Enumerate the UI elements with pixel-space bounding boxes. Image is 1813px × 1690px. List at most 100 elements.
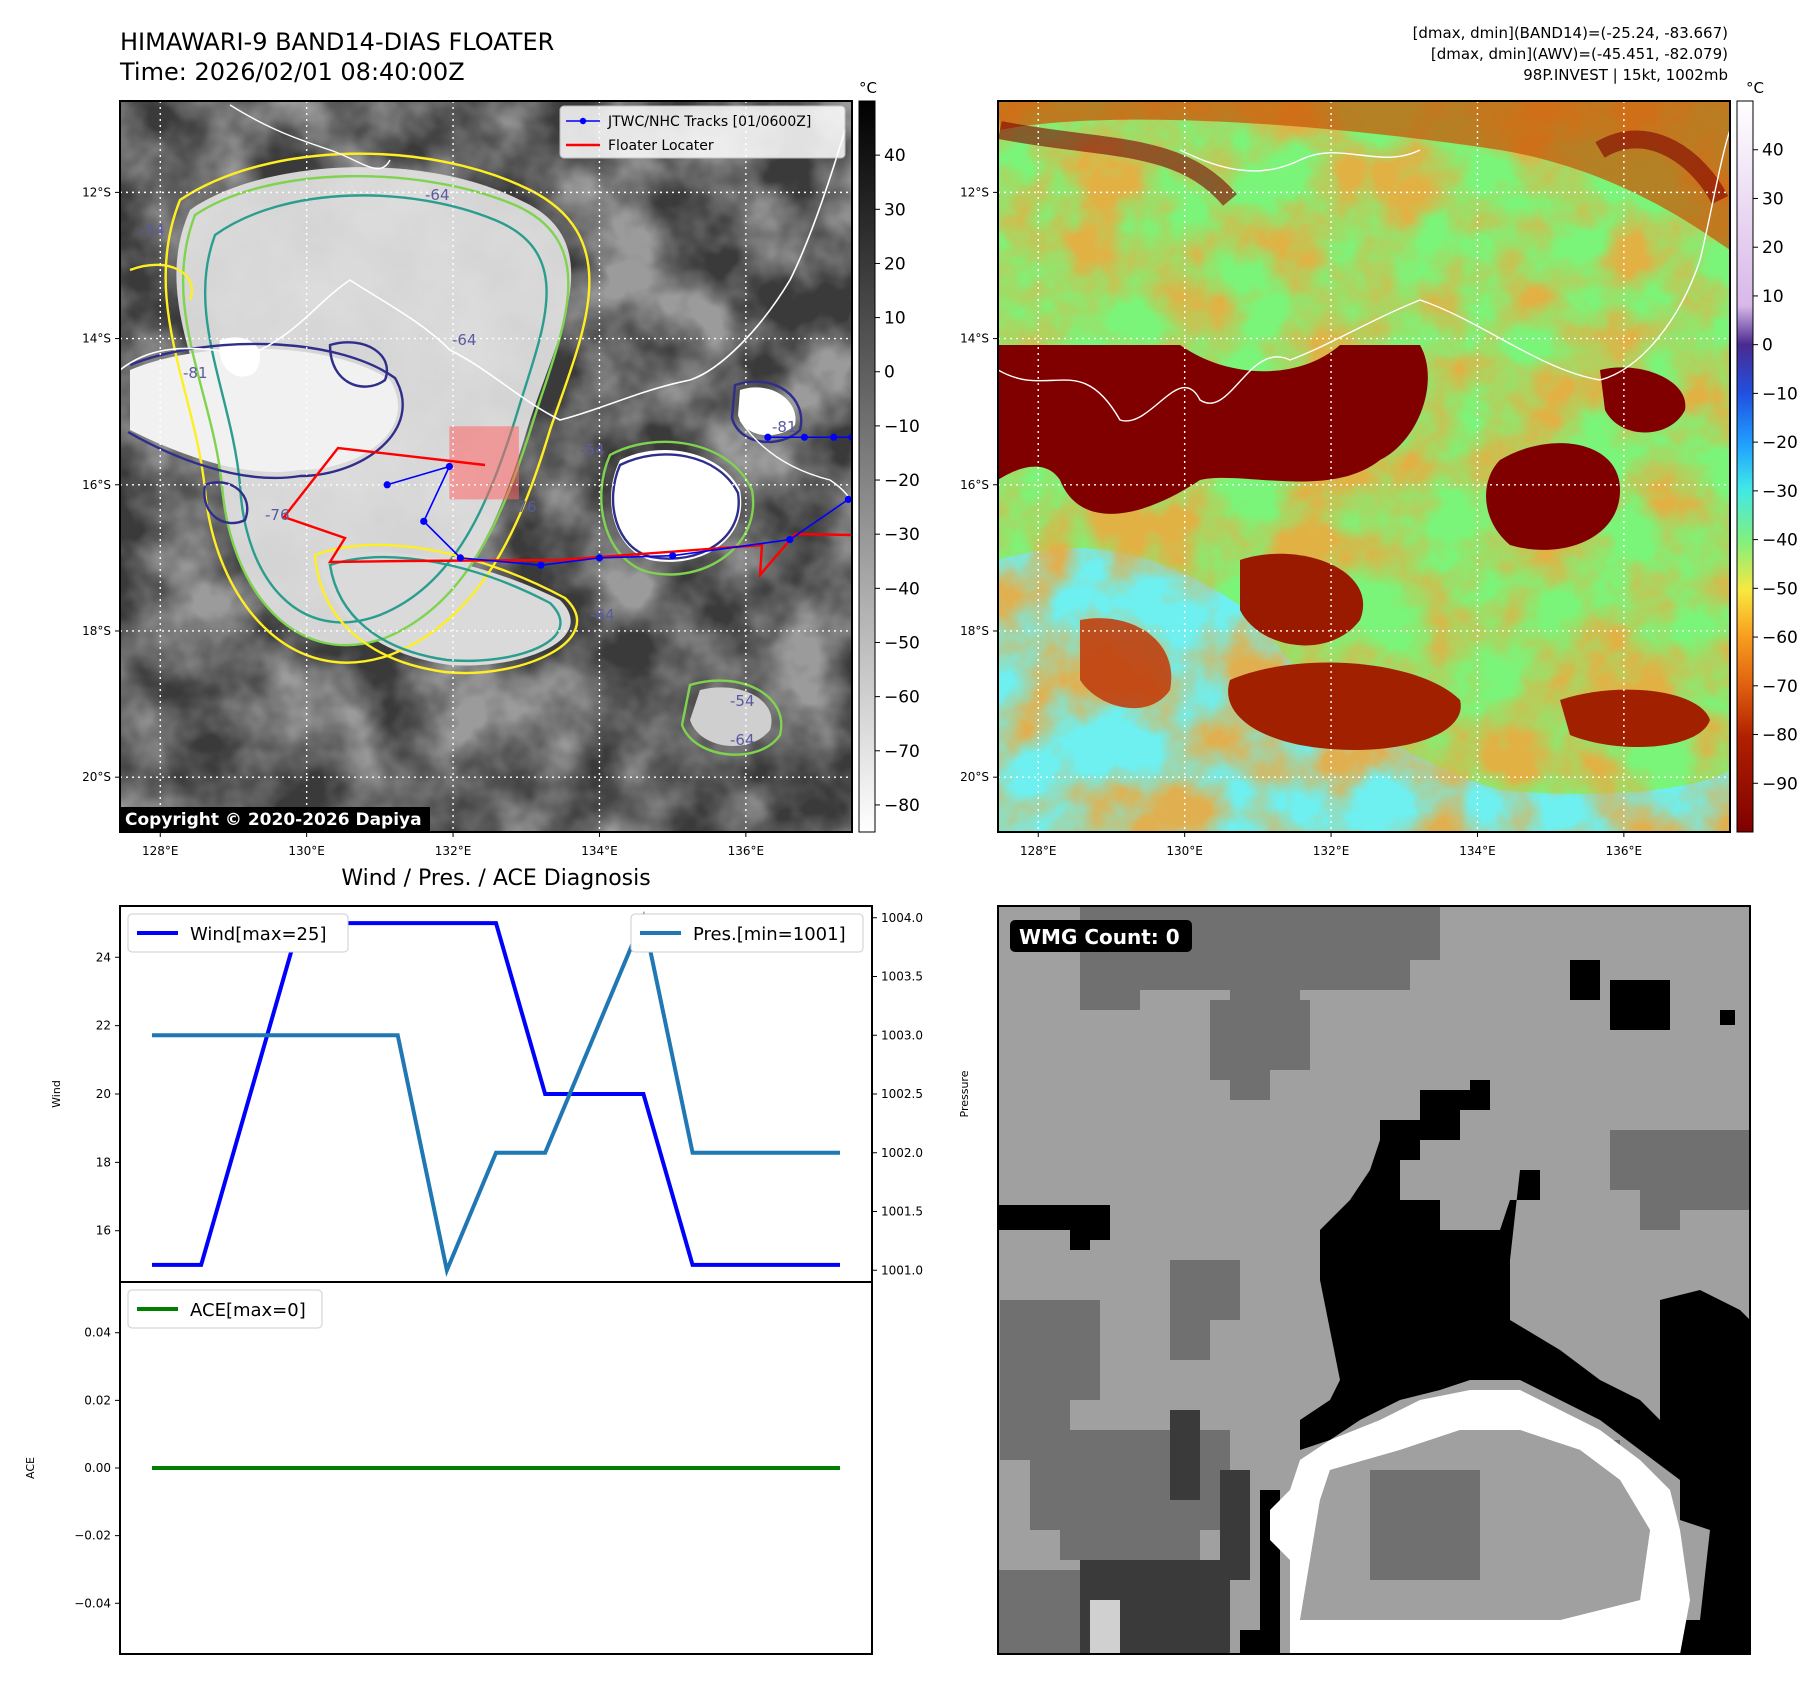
ir-lat-tick-label: 18°S <box>82 624 111 638</box>
awv-colorbar-tick-label: 30 <box>1762 189 1784 209</box>
wmg-count-label: WMG Count: 0 <box>1019 925 1180 949</box>
pressure-y-tick-label: 1002.0 <box>881 1146 923 1160</box>
pressure-legend: Pres.[min=1001] <box>630 913 864 953</box>
awv-colorbar-tick-label: −60 <box>1762 628 1798 648</box>
ir-map-panel: -64 -54 -81 -76 -64 -54 -64 -81 -64 -76 -54 JTWC/N… <box>82 100 853 858</box>
track-point <box>383 481 391 489</box>
contour-label: -64 <box>452 331 477 349</box>
ir-colorbar-unit: °C <box>859 79 877 97</box>
pressure-y-tick-label: 1004.0 <box>881 911 923 925</box>
awv-colorbar-unit: °C <box>1746 79 1764 97</box>
awv-colorbar-tick-label: −80 <box>1762 726 1798 746</box>
wmg-panel: WMG Count: 0 <box>997 905 1751 1655</box>
ace-chart: 0.04 0.02 0.00 −0.02 −0.04 ACE ACE[max=0] <box>24 1281 873 1655</box>
contour-label: -54 <box>140 221 165 239</box>
ir-lat-tick-label: 12°S <box>82 185 111 199</box>
diagnosis-title: Wind / Pres. / ACE Diagnosis <box>341 866 650 891</box>
awv-colorbar-tick-label: −50 <box>1762 579 1798 599</box>
ir-legend: JTWC/NHC Tracks [01/0600Z] Floater Locat… <box>559 105 846 159</box>
ace-y-tick-label: −0.04 <box>74 1596 111 1610</box>
info-storm-id: 98P.INVEST | 15kt, 1002mb <box>1523 66 1728 84</box>
ace-legend: ACE[max=0] <box>127 1289 323 1329</box>
ir-lat-tick-label: 14°S <box>82 332 111 346</box>
ace-y-tick-label: −0.02 <box>74 1529 111 1543</box>
awv-colorbar-tick-label: 0 <box>1762 336 1773 356</box>
ir-colorbar-tick-label: −50 <box>884 633 920 653</box>
figure-title: HIMAWARI-9 BAND14-DIAS FLOATER <box>120 28 554 56</box>
ir-lon-tick-label: 132°E <box>435 844 472 858</box>
awv-colorbar-tick-label: 10 <box>1762 287 1784 307</box>
wind-axis-label: Wind <box>50 1080 63 1108</box>
ir-colorbar-tick-label: 10 <box>884 309 906 329</box>
pressure-legend-label: Pres.[min=1001] <box>693 924 846 945</box>
wind-y-tick-label: 16 <box>96 1224 111 1238</box>
track-point <box>445 462 453 471</box>
awv-colorbar-tick-label: 40 <box>1762 141 1784 161</box>
awv-colorbar-tick-label: −70 <box>1762 677 1798 697</box>
contour-label: -81 <box>183 364 208 382</box>
awv-lat-tick-label: 12°S <box>960 185 989 199</box>
awv-lon-tick-label: 130°E <box>1166 844 1203 858</box>
awv-colorbar-tick-label: −40 <box>1762 531 1798 551</box>
ir-colorbar-tick-label: −40 <box>884 579 920 599</box>
pressure-y-tick-label: 1002.5 <box>881 1087 923 1101</box>
wind-legend: Wind[max=25] <box>127 913 349 953</box>
ir-lon-tick-label: 136°E <box>728 844 765 858</box>
ir-colorbar-tick-label: 40 <box>884 146 906 166</box>
legend-locater-label: Floater Locater <box>608 138 714 154</box>
ir-colorbar-tick-label: 20 <box>884 254 906 274</box>
track-point <box>786 536 794 544</box>
copyright-text: Copyright © 2020-2026 Dapiya <box>125 810 422 830</box>
awv-colorbar-tick-label: −90 <box>1762 774 1798 794</box>
ir-lon-tick-label: 130°E <box>288 844 325 858</box>
ir-lat-tick-label: 20°S <box>82 770 111 784</box>
floater-locater-line <box>282 446 852 579</box>
ir-colorbar-tick-label: −60 <box>884 688 920 708</box>
wind-y-tick-label: 22 <box>96 1019 111 1033</box>
ir-colorbar-tick-label: −20 <box>884 471 920 491</box>
ace-y-tick-label: 0.04 <box>84 1326 111 1340</box>
ir-lon-tick-label: 134°E <box>581 844 618 858</box>
contour-label: -76 <box>265 506 290 524</box>
wind-y-tick-label: 20 <box>96 1087 111 1101</box>
wind-y-tick-label: 24 <box>96 950 111 964</box>
ir-colorbar-tick-label: 30 <box>884 200 906 220</box>
contour-label: -64 <box>590 606 615 624</box>
awv-colorbar: °C 40 30 20 10 0 −10 −20 −30 −40 −50 −60 −70 −80 −90 <box>1736 79 1798 833</box>
contour-label: -64 <box>425 186 450 204</box>
awv-map-panel: 128°E 130°E 132°E 134°E 136°E 12°S 14°S 16°S 18°… <box>960 100 1731 858</box>
ir-colorbar-tick-label: −30 <box>884 525 920 545</box>
awv-colorbar-tick-label: −10 <box>1762 384 1798 404</box>
track-point <box>800 433 809 441</box>
contour-label: -64 <box>730 731 755 749</box>
wind-legend-label: Wind[max=25] <box>190 924 327 945</box>
contour-label: -54 <box>580 441 605 459</box>
track-point <box>420 517 428 525</box>
pressure-y-tick-label: 1001.5 <box>881 1205 923 1219</box>
contour-label: -81 <box>772 418 797 436</box>
track-point <box>669 552 677 560</box>
ir-lat-tick-label: 16°S <box>82 478 111 492</box>
figure-time: Time: 2026/02/01 08:40:00Z <box>119 58 465 86</box>
ir-colorbar-tick-label: 0 <box>884 363 895 383</box>
awv-lon-tick-label: 134°E <box>1459 844 1496 858</box>
wind-pressure-chart: 16 18 20 22 24 1001.0 1001.5 1002.0 1002.5 1003.… <box>50 905 971 1283</box>
pressure-axis-label: Pressure <box>958 1070 971 1117</box>
awv-lat-tick-label: 14°S <box>960 332 989 346</box>
track-point <box>456 554 464 562</box>
track-point <box>764 433 772 441</box>
ir-colorbar-tick-label: −10 <box>884 417 920 437</box>
contour-label: -54 <box>730 692 755 710</box>
awv-lon-tick-label: 136°E <box>1606 844 1643 858</box>
awv-lat-tick-label: 16°S <box>960 478 989 492</box>
awv-colorbar-tick-label: −30 <box>1762 482 1798 502</box>
awv-lat-tick-label: 18°S <box>960 624 989 638</box>
ir-lon-tick-label: 128°E <box>142 844 179 858</box>
ace-y-tick-label: 0.00 <box>84 1461 111 1475</box>
pressure-series-line <box>152 911 840 1277</box>
track-point <box>595 554 604 562</box>
ir-colorbar-tick-label: −70 <box>884 742 920 762</box>
awv-colorbar-tick-label: −20 <box>1762 433 1798 453</box>
contour-label: -76 <box>512 498 537 516</box>
